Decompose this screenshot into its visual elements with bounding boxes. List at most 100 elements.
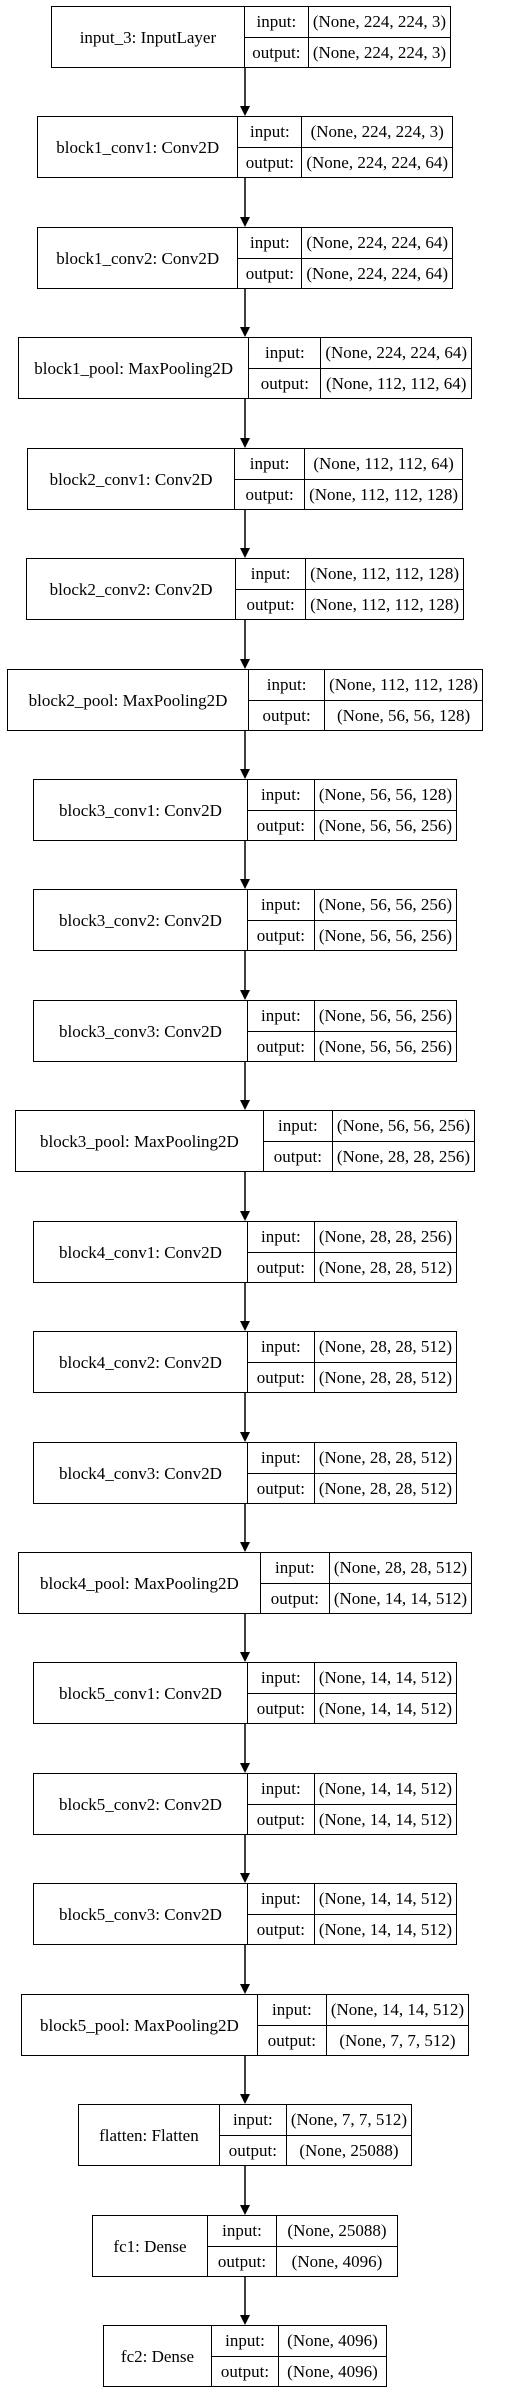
input-row: input: (None, 112, 112, 64) — [235, 449, 462, 479]
output-label: output: — [248, 1252, 315, 1282]
input-row: input: (None, 28, 28, 256) — [248, 1222, 456, 1252]
layer-name: block2_conv1: Conv2D — [28, 449, 236, 509]
layer-name: block2_conv2: Conv2D — [27, 559, 237, 619]
output-row: output: (None, 112, 112, 128) — [235, 478, 462, 509]
layer-node: block3_conv2: Conv2D input: (None, 56, 56,… — [33, 889, 457, 951]
layer-name: input_3: InputLayer — [52, 7, 245, 67]
output-shape: (None, 4096) — [291, 2251, 383, 2271]
output-label: output: — [248, 1473, 315, 1503]
output-label: output: — [248, 920, 315, 950]
output-label: output: — [249, 368, 322, 398]
layer-io-table: input: (None, 28, 28, 512) output: (None, 2… — [247, 1443, 456, 1503]
output-shape: (None, 4096) — [287, 2361, 378, 2381]
input-shape: (None, 28, 28, 512) — [318, 1448, 452, 1468]
input-shape: (None, 56, 56, 128) — [318, 785, 452, 805]
output-shape: (None, 7, 7, 512) — [339, 2030, 456, 2050]
layer-node: block1_conv1: Conv2D input: (None, 224, 22… — [37, 116, 453, 178]
output-row: output: (None, 4096) — [212, 2355, 386, 2386]
input-label: input: — [248, 890, 315, 920]
layer-node: block4_conv3: Conv2D input: (None, 28, 28,… — [33, 1442, 457, 1504]
output-shape: (None, 56, 56, 256) — [318, 1036, 452, 1056]
input-label: input: — [248, 780, 315, 810]
output-row: output: (None, 14, 14, 512) — [260, 1582, 471, 1613]
layer-io-table: input: (None, 28, 28, 512) output: (None, 2… — [247, 1332, 456, 1392]
layer-node: block3_conv3: Conv2D input: (None, 56, 56,… — [33, 1000, 457, 1062]
layer-name: block5_conv2: Conv2D — [34, 1774, 248, 1834]
input-shape: (None, 56, 56, 256) — [318, 1006, 452, 1026]
output-shape: (None, 14, 14, 512) — [333, 1588, 467, 1608]
output-row: output: (None, 14, 14, 512) — [247, 1692, 456, 1723]
input-label: input: — [238, 117, 303, 147]
input-shape: (None, 14, 14, 512) — [330, 2000, 464, 2020]
input-row: input: (None, 224, 224, 3) — [238, 117, 452, 147]
input-row: input: (None, 28, 28, 512) — [248, 1443, 456, 1473]
output-shape: (None, 112, 112, 128) — [310, 594, 459, 614]
input-label: input: — [249, 670, 326, 700]
output-row: output: (None, 14, 14, 512) — [247, 1803, 456, 1834]
output-shape: (None, 56, 56, 256) — [318, 925, 452, 945]
layer-io-table: input: (None, 56, 56, 256) output: (None, 5… — [247, 890, 456, 950]
input-label: input: — [264, 1111, 333, 1141]
output-row: output: (None, 56, 56, 128) — [249, 699, 482, 730]
output-row: output: (None, 56, 56, 256) — [247, 1030, 456, 1061]
output-label: output: — [238, 258, 303, 288]
input-shape: (None, 112, 112, 128) — [310, 564, 459, 584]
input-row: input: (None, 7, 7, 512) — [220, 2105, 411, 2135]
layer-io-table: input: (None, 25088) output: (None, 4096) — [208, 2216, 397, 2276]
edge-arrowhead — [240, 438, 250, 448]
input-shape: (None, 28, 28, 512) — [318, 1337, 452, 1357]
input-shape: (None, 14, 14, 512) — [318, 1779, 452, 1799]
layer-node: block1_pool: MaxPooling2D input: (None, 22… — [18, 337, 472, 399]
input-shape: (None, 7, 7, 512) — [290, 2110, 407, 2130]
input-shape: (None, 112, 112, 128) — [329, 675, 478, 695]
output-row: output: (None, 224, 224, 3) — [244, 36, 450, 67]
edge-arrowhead — [240, 327, 250, 337]
layer-node: block4_pool: MaxPooling2D input: (None, 28… — [18, 1552, 472, 1614]
edge-arrowhead — [240, 106, 250, 116]
layer-io-table: input: (None, 56, 56, 256) output: (None, 5… — [247, 1001, 456, 1061]
layer-name: block5_pool: MaxPooling2D — [22, 1995, 258, 2055]
layer-io-table: input: (None, 14, 14, 512) output: (None, 1… — [247, 1884, 456, 1944]
output-row: output: (None, 25088) — [219, 2134, 411, 2165]
input-shape: (None, 224, 224, 64) — [306, 233, 448, 253]
input-label: input: — [248, 1774, 315, 1804]
layer-io-table: input: (None, 28, 28, 256) output: (None, 2… — [247, 1222, 456, 1282]
edge-arrowhead — [240, 1432, 250, 1442]
output-shape: (None, 224, 224, 64) — [306, 152, 448, 172]
output-label: output: — [220, 2135, 287, 2165]
output-label: output: — [212, 2356, 279, 2386]
input-row: input: (None, 4096) — [212, 2326, 386, 2356]
output-label: output: — [248, 810, 315, 840]
layer-io-table: input: (None, 224, 224, 64) output: (None, … — [249, 338, 471, 398]
output-shape: (None, 14, 14, 512) — [318, 1809, 452, 1829]
output-shape: (None, 28, 28, 512) — [318, 1478, 452, 1498]
input-shape: (None, 14, 14, 512) — [318, 1889, 452, 1909]
input-row: input: (None, 56, 56, 256) — [264, 1111, 474, 1141]
layer-io-table: input: (None, 224, 224, 3) output: (None, 2… — [238, 117, 452, 177]
edge-arrowhead — [240, 769, 250, 779]
output-shape: (None, 28, 28, 512) — [318, 1257, 452, 1277]
input-row: input: (None, 14, 14, 512) — [248, 1884, 456, 1914]
output-shape: (None, 25088) — [299, 2140, 399, 2160]
output-shape: (None, 56, 56, 256) — [318, 815, 452, 835]
output-label: output: — [245, 37, 309, 67]
input-label: input: — [248, 1222, 315, 1252]
layer-name: block1_conv1: Conv2D — [38, 117, 239, 177]
input-label: input: — [245, 7, 309, 37]
layer-io-table: input: (None, 14, 14, 512) output: (None, 1… — [247, 1774, 456, 1834]
layer-name: block3_pool: MaxPooling2D — [16, 1111, 264, 1171]
layer-name: block2_pool: MaxPooling2D — [8, 670, 250, 730]
input-label: input: — [236, 559, 307, 589]
layer-node: block4_conv1: Conv2D input: (None, 28, 28,… — [33, 1221, 457, 1283]
output-shape: (None, 14, 14, 512) — [318, 1698, 452, 1718]
layer-io-table: input: (None, 14, 14, 512) output: (None, 7… — [257, 1995, 468, 2055]
input-label: input: — [261, 1553, 330, 1583]
layer-io-table: input: (None, 14, 14, 512) output: (None, 1… — [247, 1663, 456, 1723]
input-shape: (None, 56, 56, 256) — [336, 1116, 470, 1136]
edge-arrowhead — [240, 659, 250, 669]
output-label: output: — [238, 147, 303, 177]
edge-arrowhead — [240, 1211, 250, 1221]
output-label: output: — [235, 479, 306, 509]
layer-io-table: input: (None, 112, 112, 128) output: (None,… — [249, 670, 482, 730]
